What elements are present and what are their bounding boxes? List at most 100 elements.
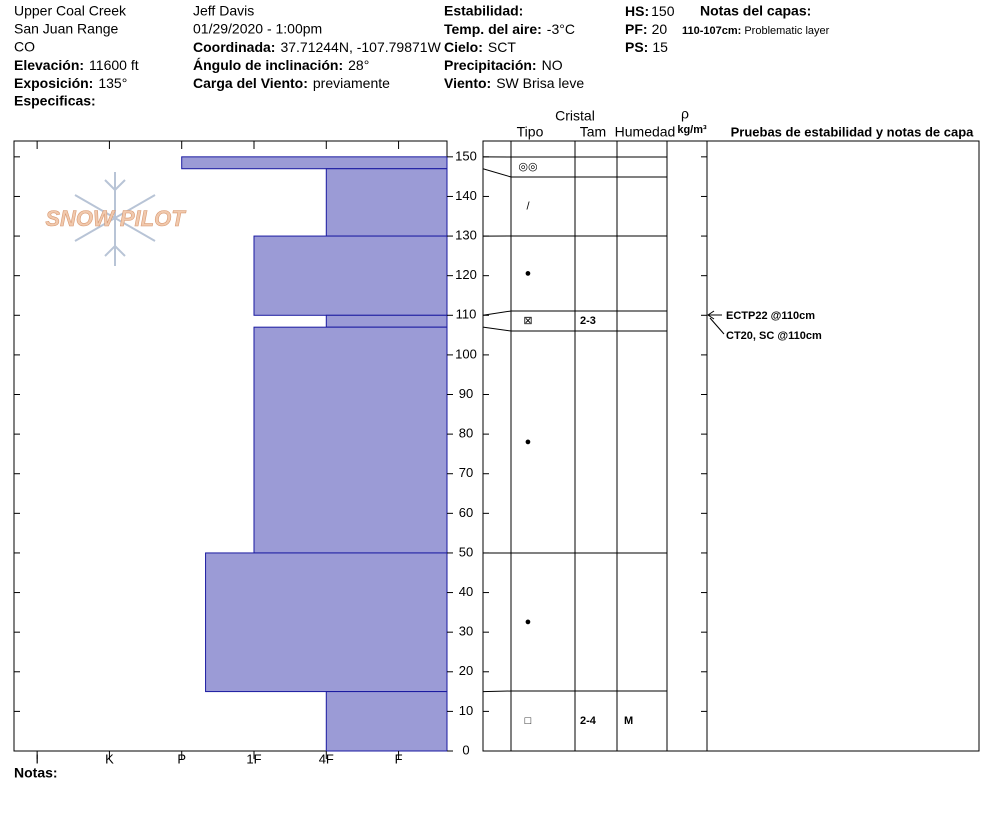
grain-size: 2-4 [580, 715, 597, 727]
field-value: -3°C [547, 21, 575, 37]
hardness-bar [253, 326, 448, 554]
x-tick-label: 1F [246, 751, 261, 766]
grain-type: ● [525, 616, 532, 628]
y-tick-label: 110 [456, 307, 477, 322]
grain-type: / [526, 200, 530, 212]
column-header: kg/m³ [677, 124, 707, 136]
field-value: previamente [313, 75, 390, 91]
hardness-bar [325, 314, 448, 328]
field-value: NO [542, 57, 563, 73]
field-value: SCT [488, 39, 516, 55]
field-label: Especificas: [14, 93, 96, 109]
x-tick-label: P [177, 751, 186, 766]
exposure: Exposición: 135° [14, 75, 127, 91]
y-tick-label: 30 [459, 624, 473, 639]
field-label: Coordinada: [193, 39, 275, 55]
y-tick-label: 60 [459, 505, 473, 520]
ps: PS: 15 [625, 39, 668, 55]
hardness-bar [325, 691, 448, 752]
hardness-bar [325, 168, 448, 237]
field-value: 37.71244N, -107.79871W [280, 39, 441, 55]
field-value: 28° [348, 57, 369, 73]
field-label: PF: [625, 21, 648, 37]
moisture: M [624, 715, 633, 727]
wind: Viento: SW Brisa leve [444, 75, 584, 91]
grain-type: ● [525, 436, 532, 448]
field-label: Elevación: [14, 57, 84, 73]
y-tick-label: 140 [455, 188, 477, 203]
hs: HS: 150 [625, 3, 675, 19]
grain-type: ◎◎ [518, 161, 537, 173]
datetime: 01/29/2020 - 1:00pm [193, 21, 322, 37]
column-header: Tipo [517, 124, 544, 140]
layer-connector [482, 326, 512, 332]
field-label: Exposición: [14, 75, 93, 91]
location: San Juan Range [14, 21, 119, 37]
grain-size: 2-3 [580, 315, 596, 327]
x-tick-label: K [105, 751, 114, 766]
stability-test: CT20, SC @110cm [726, 330, 822, 342]
location: CO [14, 39, 35, 55]
column-header: ρ [681, 106, 689, 122]
grain-type: ⊠ [523, 315, 532, 327]
test-arrow [707, 310, 725, 335]
x-tick-label: 4F [319, 751, 334, 766]
field-label: PS: [625, 39, 648, 55]
layer-connector [482, 690, 512, 693]
field-label: Estabilidad: [444, 3, 523, 19]
notes-label: Notas: [14, 765, 58, 781]
field-value: 135° [98, 75, 127, 91]
column-header: Humedad [615, 124, 676, 140]
field-value: 11600 ft [89, 57, 139, 73]
logo-text: SNOW PILOT [45, 206, 186, 231]
y-tick-label: 20 [459, 663, 473, 678]
field-label: Notas del capas: [700, 3, 811, 19]
grain-type: □ [525, 715, 532, 727]
field-label: Temp. del aire: [444, 21, 542, 37]
grain-type: ● [525, 267, 532, 279]
field-label: Precipitación: [444, 57, 537, 73]
air-temp: Temp. del aire: -3°C [444, 21, 575, 37]
field-label: Cielo: [444, 39, 483, 55]
wind-loading: Carga del Viento: previamente [193, 75, 390, 91]
field-value: 20 [652, 21, 668, 37]
logo [74, 172, 156, 266]
field-value: SW Brisa leve [496, 75, 584, 91]
field-label: Carga del Viento: [193, 75, 308, 91]
location: Upper Coal Creek [14, 3, 127, 19]
precip: Precipitación: NO [444, 57, 563, 73]
stability-test: ECTP22 @110cm [726, 310, 815, 322]
table-frame [482, 140, 980, 752]
pf: PF: 20 [625, 21, 667, 37]
y-tick-label: 150 [455, 148, 477, 163]
y-tick-label: 130 [455, 228, 477, 243]
column-header: Pruebas de estabilidad y notas de capa [731, 124, 975, 139]
sky: Cielo: SCT [444, 39, 516, 55]
field-value: 15 [652, 39, 668, 55]
hardness-bar [253, 235, 448, 316]
column-header: Cristal [555, 108, 595, 124]
layer-connector [482, 168, 512, 178]
field-label: Ángulo de inclinación: [193, 57, 343, 73]
y-tick-label: 80 [459, 426, 473, 441]
note-range: 110-107cm: [682, 25, 741, 37]
note-text: Problematic layer [744, 25, 829, 37]
y-tick-label: 10 [459, 703, 473, 718]
y-tick-label: 120 [455, 267, 477, 282]
observer: Jeff Davis [193, 3, 254, 19]
y-tick-label: 90 [459, 386, 473, 401]
y-tick-label: 0 [462, 742, 469, 757]
x-tick-label: I [35, 751, 39, 766]
x-tick-label: F [395, 751, 403, 766]
hardness-bar [205, 552, 448, 693]
coordinates: Coordinada: 37.71244N, -107.79871W [193, 39, 442, 55]
y-tick-label: 70 [459, 465, 473, 480]
slope-angle: Ángulo de inclinación: 28° [193, 57, 369, 73]
table-grid [510, 141, 708, 751]
y-tick-label: 100 [455, 346, 477, 361]
layer-connector [482, 310, 512, 316]
column-header: Tam [580, 124, 606, 140]
field-label: HS: [625, 3, 649, 19]
